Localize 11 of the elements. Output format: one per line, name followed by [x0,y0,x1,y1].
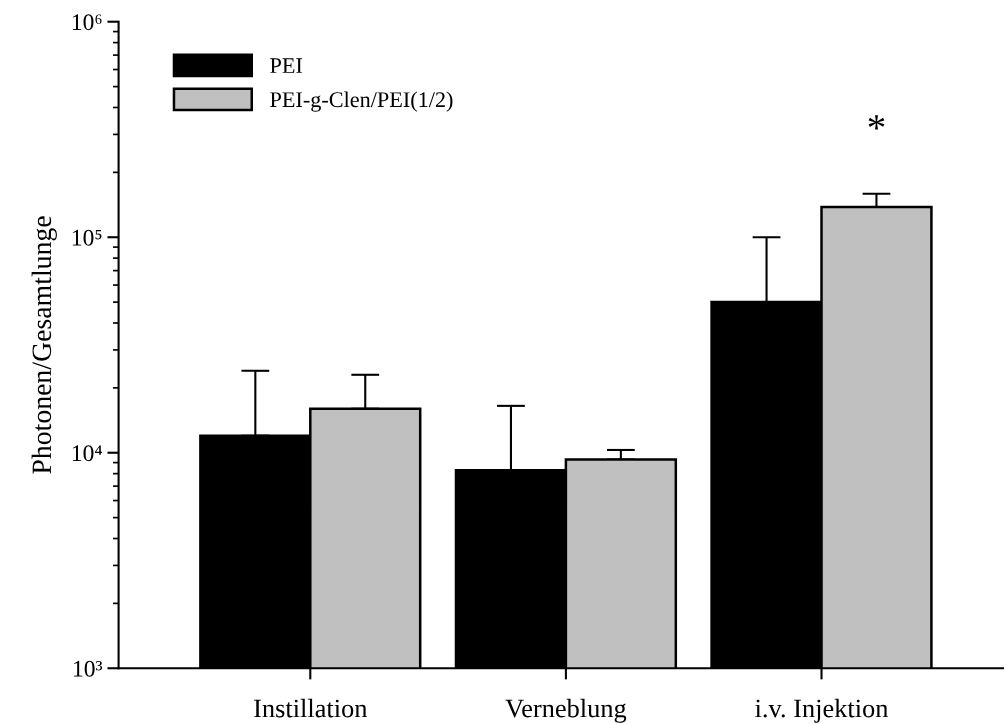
y-tick-label: 10⁴ [72,445,102,462]
x-tick-label: Verneblung [505,698,627,723]
legend-label: PEI [270,58,303,73]
y-tick-label: 10³ [74,660,103,677]
annotation: * [868,115,885,130]
y-tick-label: 10⁶ [72,14,102,31]
x-tick-label: Instillation [254,698,368,718]
y-tick-label: 10⁵ [72,229,102,246]
x-tick-label: i.v. Injektion [755,698,889,723]
y-axis-title: Photonen/Gesamtlunge [31,216,57,474]
legend-label: PEI-g-Clen/PEI(1/2) [270,91,453,112]
